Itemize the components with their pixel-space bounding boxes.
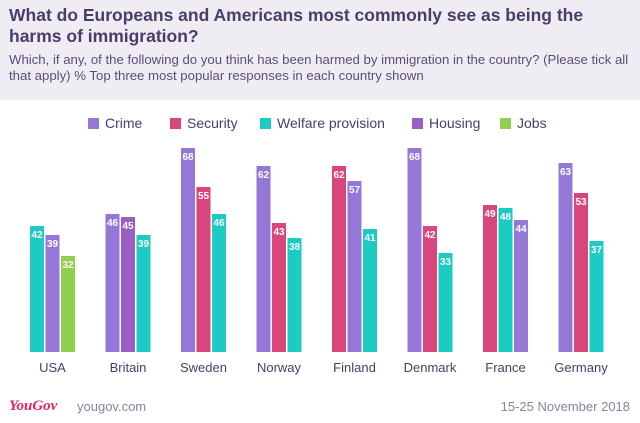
bar-value-label: 42 (31, 230, 43, 241)
bar-germany-security (574, 193, 588, 352)
bar-norway-crime (256, 166, 271, 352)
bar-denmark-crime (407, 148, 422, 352)
bar-value-label: 68 (182, 152, 194, 163)
bar-value-label: 39 (138, 239, 150, 250)
bar-sweden-crime (181, 148, 195, 352)
legend-swatch-housing (412, 118, 423, 129)
bar-value-label: 62 (333, 170, 345, 181)
category-label-norway: Norway (257, 360, 302, 375)
category-label-britain: Britain (110, 360, 147, 375)
bar-finland-security (332, 166, 346, 352)
category-label-denmark: Denmark (404, 360, 457, 375)
bar-value-label: 46 (213, 218, 225, 229)
bar-value-label: 53 (575, 197, 587, 208)
bar-usa-jobs (61, 256, 75, 352)
legend-label-housing: Housing (429, 115, 481, 131)
legend-swatch-crime (88, 118, 99, 129)
bar-value-label: 46 (107, 218, 119, 229)
bar-germany-crime (558, 163, 573, 352)
legend-label-security: Security (187, 115, 238, 131)
category-label-usa: USA (39, 360, 66, 375)
legend-label-crime: Crime (105, 115, 143, 131)
bar-value-label: 49 (484, 209, 496, 220)
bar-britain-housing (121, 217, 135, 352)
bar-value-label: 48 (500, 212, 512, 223)
category-label-germany: Germany (554, 360, 608, 375)
legend: Crime Security Welfare provision Housing… (0, 114, 640, 134)
bar-norway-welfare-provision (287, 238, 302, 352)
bar-value-label: 55 (198, 191, 210, 202)
legend-swatch-security (170, 118, 181, 129)
bar-denmark-welfare-provision (438, 253, 453, 352)
legend-swatch-jobs (500, 118, 511, 129)
bar-value-label: 45 (122, 221, 134, 232)
legend-swatch-welfare (260, 118, 271, 129)
bar-value-label: 43 (273, 227, 285, 238)
bar-value-label: 37 (591, 245, 603, 256)
category-label-finland: Finland (333, 360, 376, 375)
bar-value-label: 42 (424, 230, 436, 241)
bar-france-welfare-provision (498, 208, 513, 352)
bar-france-crime (514, 220, 528, 352)
bar-britain-welfare-provision (136, 235, 151, 352)
bar-value-label: 33 (440, 257, 452, 268)
bar-finland-crime (347, 181, 362, 352)
bar-britain-crime (105, 214, 120, 352)
bar-usa-welfare-provision (30, 226, 44, 352)
bar-value-label: 39 (47, 239, 59, 250)
bar-value-label: 38 (289, 242, 301, 253)
bar-value-label: 41 (364, 233, 376, 244)
bar-denmark-security (423, 226, 437, 352)
chart-subtitle: Which, if any, of the following do you t… (9, 52, 629, 83)
bar-finland-welfare-provision (363, 229, 377, 352)
bar-value-label: 62 (258, 170, 270, 181)
footer-date: 15-25 November 2018 (500, 399, 630, 414)
bar-value-label: 63 (560, 167, 572, 178)
bar-germany-welfare-provision (589, 241, 604, 352)
bar-sweden-security (196, 187, 211, 352)
bar-value-label: 32 (62, 260, 74, 271)
footer-url[interactable]: yougov.com (77, 399, 147, 414)
bar-norway-security (272, 223, 286, 352)
bar-value-label: 57 (349, 185, 361, 196)
category-label-sweden: Sweden (180, 360, 227, 375)
bar-sweden-welfare-provision (212, 214, 226, 352)
yougov-logo: YouGov (9, 398, 58, 414)
category-label-france: France (485, 360, 525, 375)
legend-label-welfare: Welfare provision (277, 115, 385, 131)
header: What do Europeans and Americans most com… (0, 0, 640, 100)
bar-france-security (483, 205, 497, 352)
bar-usa-crime (45, 235, 60, 352)
bar-value-label: 44 (515, 224, 527, 235)
chart-title: What do Europeans and Americans most com… (9, 5, 584, 46)
legend-label-jobs: Jobs (517, 115, 547, 131)
bar-value-label: 68 (409, 152, 421, 163)
